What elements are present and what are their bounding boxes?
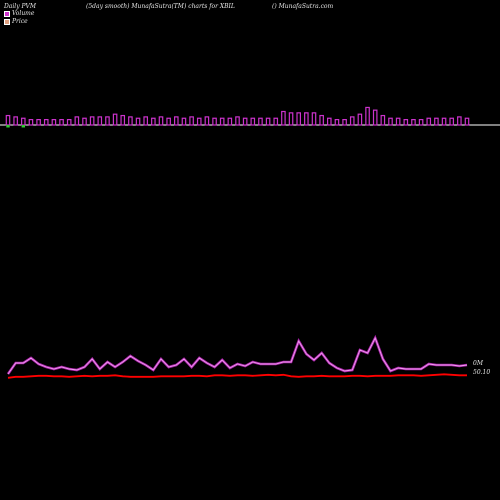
price-right-label: 50.10 <box>473 369 491 376</box>
volume-bar <box>21 117 26 126</box>
volume-bar <box>388 117 393 126</box>
volume-bars <box>5 106 470 128</box>
volume-bar <box>66 118 72 126</box>
legend-volume-label: Volume <box>12 10 35 17</box>
legend-volume: Volume <box>4 10 34 17</box>
price-line <box>7 373 467 379</box>
volume-bar <box>304 112 309 126</box>
volume-bar <box>13 116 18 126</box>
source-label: () MunafaSutra.com <box>272 3 334 10</box>
volume-bar <box>327 117 332 126</box>
volume-bar <box>395 117 401 126</box>
price-pvm-lines <box>6 334 468 379</box>
volume-right-label: 0M <box>473 360 483 367</box>
volume-bar <box>296 112 302 126</box>
volume-bar <box>288 112 294 126</box>
volume-bar-down <box>21 125 25 128</box>
volume-bar <box>112 113 118 126</box>
volume-bar <box>242 117 248 126</box>
volume-bar <box>97 116 103 126</box>
volume-bar <box>319 114 324 126</box>
volume-bar <box>166 117 171 126</box>
volume-bar <box>380 114 386 126</box>
volume-bar <box>372 109 378 126</box>
volume-bar <box>196 117 202 126</box>
volume-swatch-icon <box>4 10 10 17</box>
volume-bar <box>151 117 156 126</box>
volume-bar <box>51 118 57 126</box>
volume-bar <box>273 117 279 126</box>
volume-bar <box>349 116 355 126</box>
volume-bar <box>212 117 217 126</box>
volume-bar-down <box>6 125 10 128</box>
volume-bar <box>135 117 141 126</box>
volume-bar <box>434 117 439 126</box>
volume-bar <box>342 118 347 126</box>
volume-bar <box>311 112 317 126</box>
legend-price-label: Price <box>12 18 28 25</box>
pvm-line <box>7 336 468 375</box>
legend-price: Price <box>4 18 28 25</box>
volume-bar <box>120 114 126 126</box>
volume-bar <box>449 117 455 126</box>
chart-subtitle: (5day smooth) MunafaSutra(TM) charts for… <box>86 3 235 10</box>
volume-bar <box>357 113 363 126</box>
volume-bar <box>403 118 409 126</box>
volume-bar <box>43 118 49 126</box>
volume-bar <box>219 117 225 126</box>
volume-bar <box>36 118 41 126</box>
pvm-line-glow <box>6 334 468 375</box>
volume-bar <box>250 117 256 126</box>
volume-bar <box>418 118 424 126</box>
volume-bar <box>189 116 194 126</box>
volume-bar <box>457 116 462 126</box>
volume-bar <box>441 117 447 126</box>
volume-bar <box>265 117 271 126</box>
volume-bar <box>411 118 416 126</box>
volume-bar <box>174 116 179 126</box>
price-swatch-icon <box>4 18 10 25</box>
volume-bar <box>74 116 80 126</box>
volume-bar <box>82 117 87 126</box>
volume-bar <box>258 117 263 126</box>
volume-bar <box>334 118 340 126</box>
volume-bar <box>28 118 34 126</box>
volume-bar <box>227 117 233 126</box>
volume-bar <box>181 117 187 126</box>
volume-bar <box>128 116 133 126</box>
volume-bar <box>204 116 210 126</box>
volume-bar <box>105 116 110 126</box>
volume-bar <box>235 116 240 126</box>
volume-bar <box>426 117 432 126</box>
volume-bar <box>59 118 64 126</box>
volume-bar <box>281 110 286 126</box>
volume-bar <box>143 116 149 126</box>
volume-bar <box>5 114 11 126</box>
volume-bar <box>464 117 470 126</box>
volume-bar <box>158 116 164 126</box>
volume-bar <box>365 106 370 126</box>
chart-title: Daily PVM <box>4 3 37 10</box>
volume-bar <box>89 116 95 126</box>
